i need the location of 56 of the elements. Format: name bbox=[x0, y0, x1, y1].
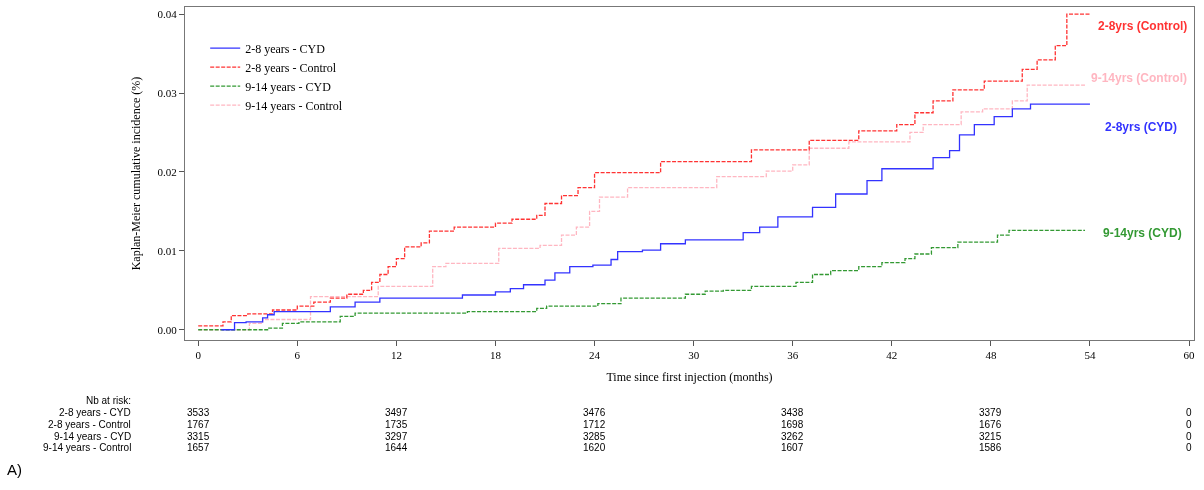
text: 0 bbox=[1186, 442, 1192, 453]
text: 3533 bbox=[187, 407, 210, 418]
legend-label: 2-8 years - Control bbox=[245, 60, 337, 75]
y-tick-label: 0.03 bbox=[157, 86, 178, 99]
legend-label: 2-8 years - CYD bbox=[245, 41, 326, 56]
text: 0 bbox=[1186, 419, 1192, 430]
text: 3262 bbox=[781, 431, 804, 442]
text: 1735 bbox=[385, 419, 408, 430]
y-tick-label: 0.00 bbox=[157, 323, 178, 336]
text: 1586 bbox=[979, 442, 1002, 453]
text: Nb at risk: bbox=[86, 395, 132, 406]
x-axis-title: Time since first injection (months) bbox=[606, 370, 773, 385]
x-tick-label: 30 bbox=[688, 349, 700, 362]
text: 3297 bbox=[385, 431, 408, 442]
x-tick-label: 54 bbox=[1084, 349, 1096, 362]
x-tick-label: 24 bbox=[589, 349, 601, 362]
x-tick-label: 12 bbox=[390, 349, 402, 362]
text: 0 bbox=[1186, 407, 1192, 418]
y-tick-label: 0.02 bbox=[157, 165, 177, 178]
annotation: 9-14yrs (Control) bbox=[1091, 71, 1188, 85]
legend-label: 9-14 years - Control bbox=[245, 98, 343, 113]
x-tick-label: 42 bbox=[886, 349, 898, 362]
text: 1698 bbox=[781, 419, 804, 430]
y-axis-title: Kaplan-Meier cumulative incidence (%) bbox=[128, 76, 143, 271]
text: 3497 bbox=[385, 407, 408, 418]
annotation: 2-8yrs (CYD) bbox=[1105, 120, 1178, 134]
text: 1712 bbox=[583, 419, 606, 430]
x-tick-label: 48 bbox=[985, 349, 997, 362]
text: 1620 bbox=[583, 442, 606, 453]
text: 3379 bbox=[979, 407, 1002, 418]
text: 2-8 years - CYD bbox=[59, 407, 131, 418]
legend-label: 9-14 years - CYD bbox=[245, 79, 332, 94]
y-tick-label: 0.04 bbox=[157, 7, 178, 20]
text: 3315 bbox=[187, 431, 210, 442]
text: A) bbox=[7, 461, 22, 478]
text: 9-14 years - CYD bbox=[54, 431, 132, 442]
x-tick-label: 18 bbox=[489, 349, 502, 362]
text: 1657 bbox=[187, 442, 210, 453]
x-tick-label: 60 bbox=[1183, 349, 1196, 362]
y-tick-label: 0.01 bbox=[157, 244, 177, 257]
text: 0 bbox=[1186, 431, 1192, 442]
text: 1676 bbox=[979, 419, 1002, 430]
text: 3438 bbox=[781, 407, 804, 418]
annotation: 9-14yrs (CYD) bbox=[1103, 226, 1182, 240]
text: 1644 bbox=[385, 442, 408, 453]
text: 2-8 years - Control bbox=[48, 419, 131, 430]
annotation: 2-8yrs (Control) bbox=[1098, 19, 1188, 33]
text: 1607 bbox=[781, 442, 804, 453]
text: 3476 bbox=[583, 407, 606, 418]
x-tick-label: 0 bbox=[195, 349, 202, 362]
text: 3285 bbox=[583, 431, 606, 442]
x-tick-label: 36 bbox=[787, 349, 799, 362]
text: 9-14 years - Control bbox=[43, 442, 132, 453]
text: 3215 bbox=[979, 431, 1002, 442]
x-tick-label: 6 bbox=[294, 349, 301, 362]
text: 1767 bbox=[187, 419, 210, 430]
